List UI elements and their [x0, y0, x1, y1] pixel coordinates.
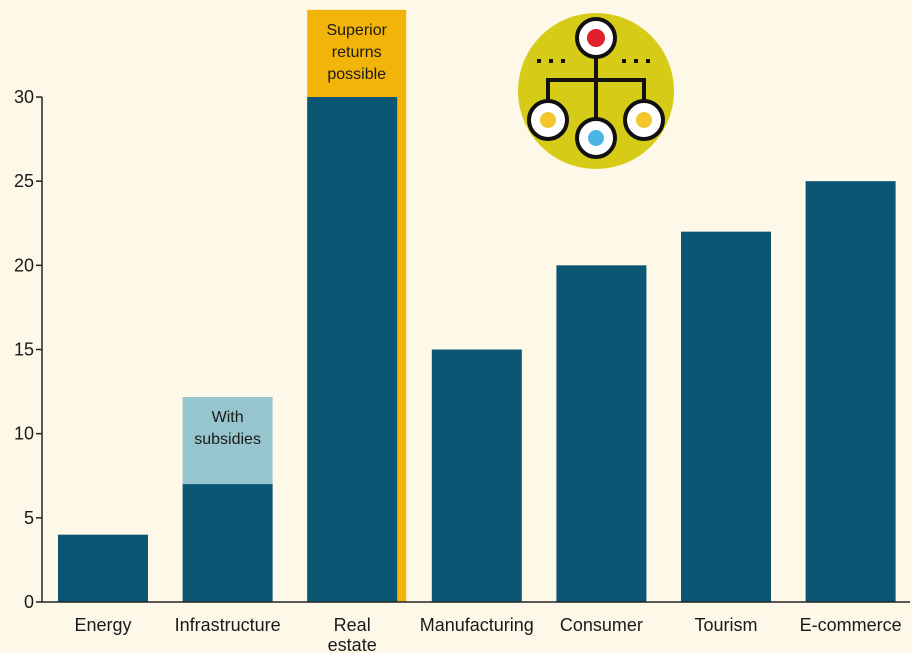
bar-3 — [431, 349, 522, 602]
range-annotation-label: With — [212, 409, 244, 426]
bars — [58, 97, 896, 602]
x-tick-label: E-commerce — [800, 615, 902, 635]
x-tick-label: Manufacturing — [420, 615, 534, 635]
x-tick-label: estate — [328, 635, 377, 653]
y-tick-label: 20 — [14, 255, 34, 275]
x-tick-label: Energy — [74, 615, 131, 635]
hierarchy-network-icon — [518, 13, 674, 169]
bar-5 — [681, 231, 771, 602]
bar-1 — [182, 484, 273, 602]
y-axis: 0 5 10 15 20 25 30 — [14, 87, 43, 612]
y-tick-label: 30 — [14, 87, 34, 107]
x-tick-label: Real — [334, 615, 371, 635]
x-tick-label: Infrastructure — [175, 615, 281, 635]
range-annotation-label: possible — [327, 66, 386, 83]
range-annotation-label: subsidies — [194, 431, 261, 448]
bar-0 — [58, 534, 148, 602]
y-tick-label: 25 — [14, 171, 34, 191]
bar-2 — [307, 97, 398, 602]
range-annotation-label: returns — [332, 44, 382, 61]
y-tick-label: 10 — [14, 424, 34, 444]
bar-6 — [805, 181, 896, 602]
x-tick-label: Consumer — [560, 615, 643, 635]
y-tick-label: 0 — [24, 592, 34, 612]
range-annotation-label: Superior — [326, 22, 387, 39]
y-tick-label: 5 — [24, 508, 34, 528]
y-tick-label: 15 — [14, 340, 34, 360]
bar-4 — [556, 265, 647, 602]
x-tick-label: Tourism — [694, 615, 757, 635]
